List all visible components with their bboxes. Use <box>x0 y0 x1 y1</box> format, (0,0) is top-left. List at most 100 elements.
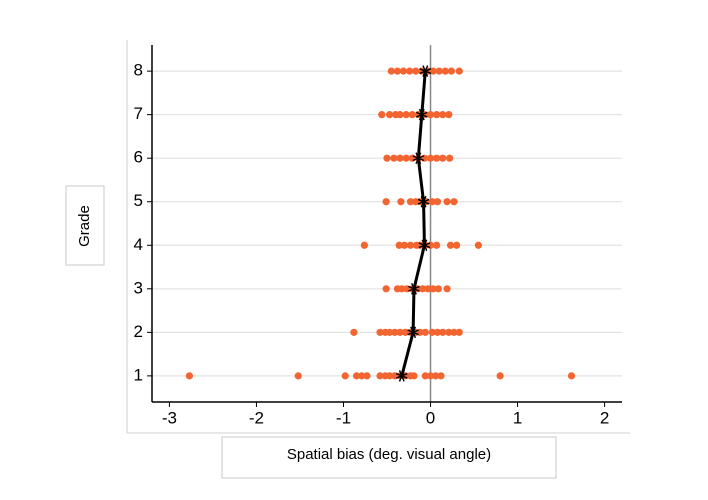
point <box>443 198 451 206</box>
point <box>441 67 449 75</box>
point <box>360 241 368 249</box>
point <box>433 154 441 162</box>
y-tick-label: 2 <box>134 322 143 341</box>
y-tick-label: 4 <box>134 235 143 254</box>
mean-marker <box>417 195 430 208</box>
plot-area: 1 2 3 4 5 6 7 8 -3 -2 -1 0 1 2 <box>134 45 622 427</box>
point <box>400 241 409 249</box>
point <box>378 111 386 119</box>
point <box>376 372 384 380</box>
point <box>446 154 454 162</box>
point <box>386 328 394 336</box>
x-tick-label: 0 <box>426 408 435 427</box>
point <box>363 372 371 380</box>
point <box>439 328 447 336</box>
point <box>341 372 349 380</box>
point <box>395 241 403 249</box>
point <box>397 198 405 206</box>
point <box>429 67 437 75</box>
point <box>445 328 453 336</box>
mean-marker <box>395 370 408 382</box>
point <box>383 154 391 162</box>
point <box>567 372 576 380</box>
point <box>398 285 406 293</box>
point <box>406 198 415 206</box>
point <box>393 67 402 75</box>
point <box>428 198 436 206</box>
x-tick-label: 1 <box>513 408 522 427</box>
point <box>446 241 455 249</box>
point <box>439 111 447 119</box>
point <box>358 372 366 380</box>
point <box>433 111 441 119</box>
point <box>402 154 410 162</box>
point <box>496 372 504 380</box>
mean-marker <box>408 282 420 295</box>
point <box>294 372 302 380</box>
point <box>382 198 390 206</box>
point <box>455 67 463 75</box>
point <box>406 241 415 249</box>
point <box>432 372 440 380</box>
point <box>421 372 429 380</box>
mean-marker <box>419 65 432 77</box>
y-tick-label: 1 <box>134 365 143 384</box>
point <box>412 67 420 75</box>
point <box>390 154 398 162</box>
x-label-box <box>221 436 557 479</box>
point <box>453 241 461 249</box>
point <box>455 328 463 336</box>
point <box>419 285 427 293</box>
point <box>350 328 358 336</box>
point <box>376 328 384 336</box>
point <box>396 328 404 336</box>
y-axis-label: Grade <box>76 205 93 247</box>
point <box>421 328 429 336</box>
point <box>426 154 435 162</box>
point <box>450 328 458 336</box>
point <box>439 154 447 162</box>
point <box>352 372 361 380</box>
point <box>445 111 453 119</box>
x-tick-label: -2 <box>249 408 264 427</box>
point <box>447 67 456 75</box>
point <box>410 372 418 380</box>
mean-line <box>400 71 427 377</box>
point <box>426 111 435 119</box>
point <box>408 111 416 119</box>
point <box>399 67 408 75</box>
point <box>437 372 445 380</box>
y-label-box <box>65 185 105 266</box>
point <box>426 372 435 380</box>
point <box>474 241 482 249</box>
point <box>406 67 414 75</box>
point <box>396 154 404 162</box>
point <box>401 328 409 336</box>
x-tick-label: 2 <box>600 408 609 427</box>
point <box>443 285 451 293</box>
point <box>387 67 395 75</box>
y-tick-label: 6 <box>134 148 143 167</box>
x-tick-label: -3 <box>162 408 177 427</box>
x-axis-label: Spatial bias (deg. visual angle) <box>287 446 491 463</box>
point <box>450 198 458 206</box>
x-tick-label: -1 <box>336 408 351 427</box>
mean-marker <box>418 239 431 252</box>
point <box>382 285 390 293</box>
point <box>386 111 394 119</box>
point <box>433 241 441 249</box>
y-tick-label: 5 <box>134 191 143 210</box>
mean-marker <box>416 108 428 121</box>
point <box>402 111 410 119</box>
y-tick-label: 8 <box>134 61 143 80</box>
point <box>433 198 442 206</box>
point <box>434 285 442 293</box>
point <box>433 328 442 336</box>
point <box>391 328 399 336</box>
mean-marker <box>407 326 419 339</box>
y-tick-label: 7 <box>134 104 143 123</box>
point <box>424 285 432 293</box>
point <box>435 67 443 75</box>
point <box>428 328 436 336</box>
